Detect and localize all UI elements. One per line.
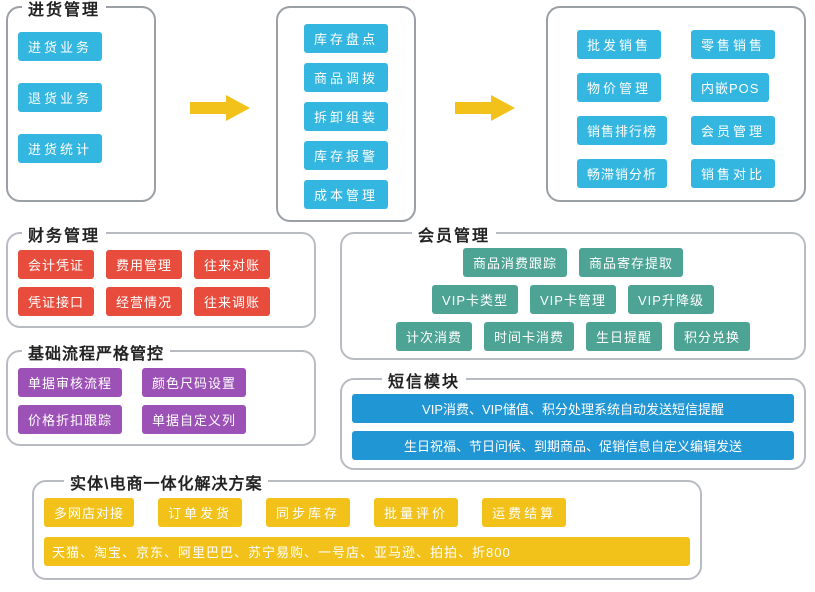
pill: 天猫、淘宝、京东、阿里巴巴、苏宁易购、一号店、亚马逊、拍拍、折800: [44, 537, 690, 566]
pill: 成本管理: [304, 180, 388, 209]
pill: VIP消费、VIP储值、积分处理系统自动发送短信提醒: [352, 394, 794, 423]
pill: VIP升降级: [628, 285, 714, 314]
pill: 物价管理: [577, 73, 661, 102]
pill: 积分兑换: [674, 322, 750, 351]
pill: 颜色尺码设置: [142, 368, 246, 397]
pill: 商品消费跟踪: [463, 248, 567, 277]
arrow-icon: [190, 95, 250, 121]
pill: 单据自定义列: [142, 405, 246, 434]
pill: 单据审核流程: [18, 368, 122, 397]
panel-member: 会员管理 商品消费跟踪 商品寄存提取 VIP卡类型 VIP卡管理 VIP升降级 …: [340, 232, 806, 360]
pill: 往来对账: [194, 250, 270, 279]
pill: 库存报警: [304, 141, 388, 170]
pill: 销售对比: [691, 159, 775, 188]
pill: 销售排行榜: [577, 116, 667, 145]
pill: 计次消费: [396, 322, 472, 351]
panel-purchase-title: 进货管理: [22, 0, 106, 20]
pill: 拆卸组装: [304, 102, 388, 131]
panel-finance-title: 财务管理: [22, 222, 106, 246]
pill: 进货统计: [18, 134, 102, 163]
panel-ecommerce: 实体\电商一体化解决方案 多网店对接 订单发货 同步库存 批量评价 运费结算 天…: [32, 480, 702, 580]
panel-ecommerce-title: 实体\电商一体化解决方案: [64, 470, 268, 494]
pill: 进货业务: [18, 32, 102, 61]
panel-member-title: 会员管理: [412, 222, 496, 246]
pill: 价格折扣跟踪: [18, 405, 122, 434]
panel-process: 基础流程严格管控 单据审核流程 颜色尺码设置 价格折扣跟踪 单据自定义列: [6, 350, 316, 446]
pill: VIP卡类型: [432, 285, 518, 314]
panel-sales: 批发销售 物价管理 销售排行榜 畅滞销分析 零售销售 内嵌POS 会员管理 销售…: [546, 6, 806, 202]
pill: 畅滞销分析: [577, 159, 667, 188]
pill: 订单发货: [158, 498, 242, 527]
pill: 商品寄存提取: [579, 248, 683, 277]
panel-purchase: 进货管理 进货业务 退货业务 进货统计: [6, 6, 156, 202]
pill: 商品调拨: [304, 63, 388, 92]
panel-finance: 财务管理 会计凭证 费用管理 往来对账 凭证接口 经营情况 往来调账: [6, 232, 316, 328]
pill: 会员管理: [691, 116, 775, 145]
pill: 退货业务: [18, 83, 102, 112]
pill: 会计凭证: [18, 250, 94, 279]
pill: 多网店对接: [44, 498, 134, 527]
pill: 费用管理: [106, 250, 182, 279]
pill: 运费结算: [482, 498, 566, 527]
panel-sms-title: 短信模块: [382, 368, 466, 392]
arrow-icon: [455, 95, 515, 121]
pill: 时间卡消费: [484, 322, 574, 351]
pill: 同步库存: [266, 498, 350, 527]
pill: 生日提醒: [586, 322, 662, 351]
panel-inventory: 库存盘点 商品调拨 拆卸组装 库存报警 成本管理: [276, 6, 416, 222]
pill: 生日祝福、节日问候、到期商品、促销信息自定义编辑发送: [352, 431, 794, 460]
pill: 批发销售: [577, 30, 661, 59]
panel-sms: 短信模块 VIP消费、VIP储值、积分处理系统自动发送短信提醒 生日祝福、节日问…: [340, 378, 806, 470]
panel-process-title: 基础流程严格管控: [22, 340, 170, 364]
pill: VIP卡管理: [530, 285, 616, 314]
pill: 经营情况: [106, 287, 182, 316]
pill: 零售销售: [691, 30, 775, 59]
pill: 内嵌POS: [691, 73, 769, 102]
pill: 批量评价: [374, 498, 458, 527]
pill: 凭证接口: [18, 287, 94, 316]
pill: 库存盘点: [304, 24, 388, 53]
pill: 往来调账: [194, 287, 270, 316]
